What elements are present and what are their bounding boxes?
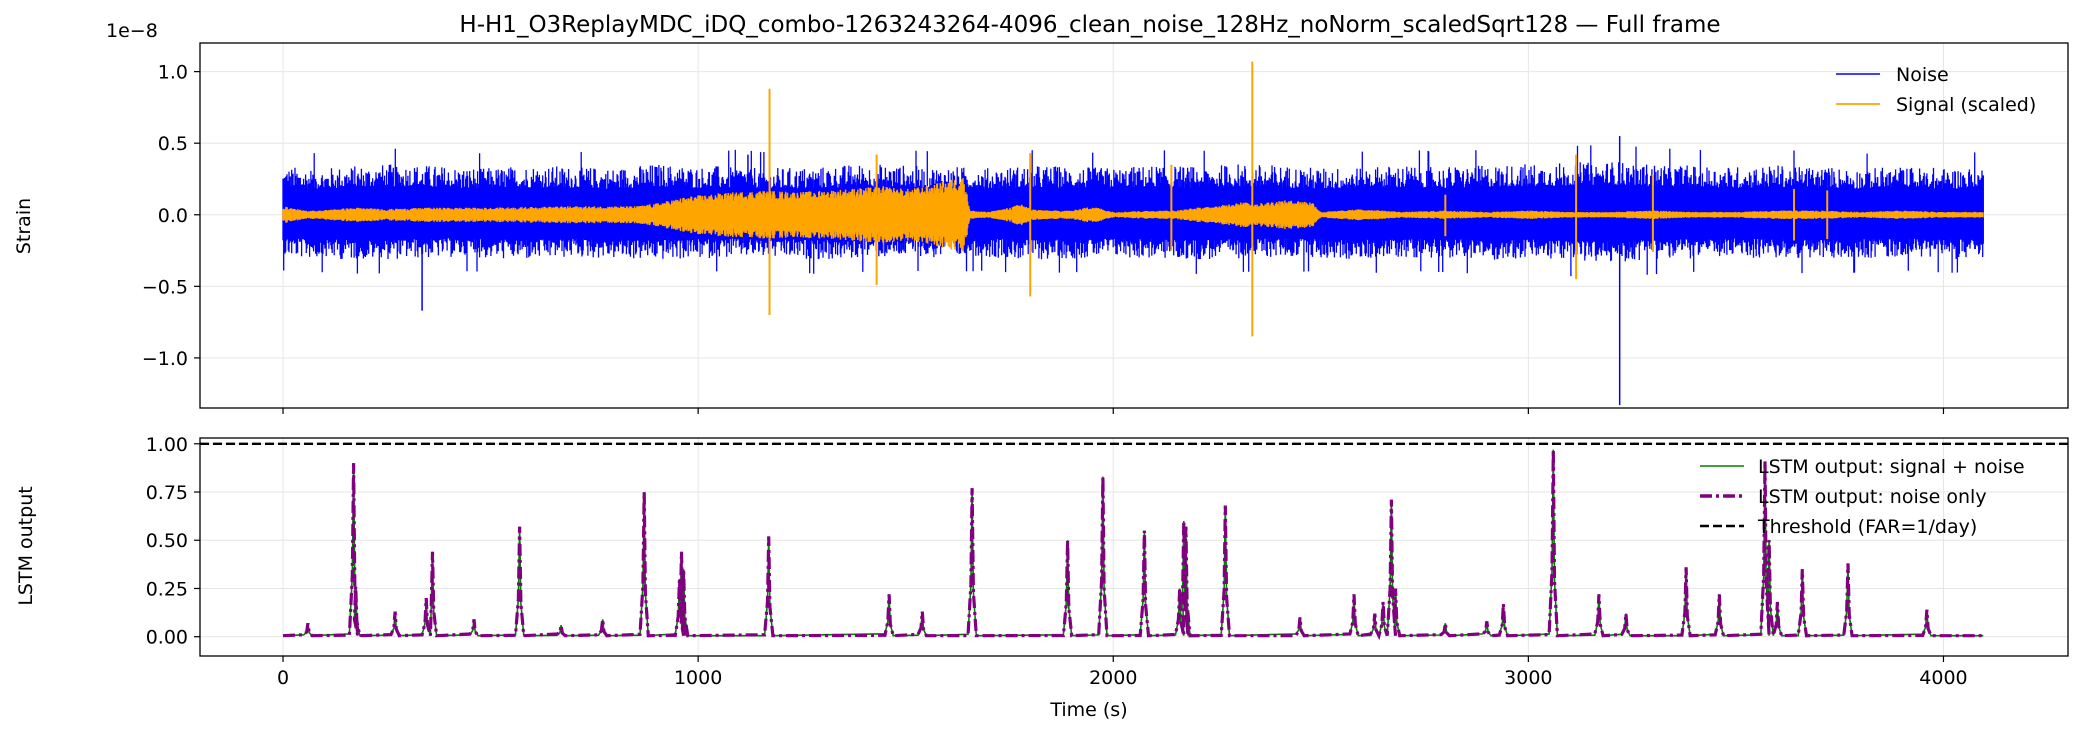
strain-y-ticks: 1.0 0.5 0.0 −0.5 −1.0	[142, 62, 200, 370]
legend-lstm-noise-label: LSTM output: noise only	[1758, 486, 1987, 508]
lstm-y-tick-label: 0.75	[146, 482, 188, 504]
legend-threshold-label: Threshold (FAR=1/day)	[1757, 516, 1977, 538]
strain-y-tick-label: −1.0	[142, 348, 188, 370]
strain-y-tick-label: 0.0	[158, 205, 188, 227]
strain-y-tick-label: 1.0	[158, 62, 188, 84]
lstm-x-tick-label: 4000	[1919, 667, 1967, 689]
lstm-x-tick-label: 3000	[1504, 667, 1552, 689]
strain-y-tick-label: 0.5	[158, 133, 188, 155]
strain-exponent-label: 1e−8	[106, 20, 158, 42]
legend-noise-label: Noise	[1896, 64, 1949, 86]
strain-axes: 1.0 0.5 0.0 −0.5 −1.0 1e−8 Strain Noise Sign…	[13, 20, 2069, 414]
lstm-plot-area	[200, 442, 2068, 641]
strain-legend: Noise Signal (scaled)	[1836, 64, 2036, 116]
legend-signal-label: Signal (scaled)	[1896, 94, 2036, 116]
lstm-x-tick-label: 2000	[1089, 667, 1137, 689]
strain-x-ticks	[282, 408, 1945, 414]
figure-title: H-H1_O3ReplayMDC_iDQ_combo-1263243264-40…	[459, 12, 1720, 38]
lstm-axes: 1.00 0.75 0.50 0.25 0.00 0 1000 2000 3000 4000 T…	[15, 434, 2069, 721]
lstm-legend: LSTM output: signal + noise LSTM output:…	[1700, 456, 2025, 538]
lstm-x-tick-label: 0	[277, 667, 289, 689]
lstm-axes-frame	[199, 437, 2069, 657]
legend-lstm-signal-label: LSTM output: signal + noise	[1758, 456, 2025, 478]
strain-axes-frame	[199, 42, 2069, 409]
lstm-y-ticks: 1.00 0.75 0.50 0.25 0.00	[146, 434, 200, 649]
lstm-y-tick-label: 1.00	[146, 434, 188, 456]
lstm-y-tick-label: 0.50	[146, 530, 188, 552]
lstm-noise-only-line	[282, 449, 1984, 641]
lstm-y-tick-label: 0.00	[146, 627, 188, 649]
lstm-y-label: LSTM output	[15, 486, 37, 605]
strain-y-tick-label: −0.5	[142, 276, 188, 298]
lstm-x-tick-label: 1000	[674, 667, 722, 689]
lstm-x-ticks: 0 1000 2000 3000 4000	[277, 656, 1968, 689]
strain-plot-area	[282, 61, 1984, 406]
lstm-y-tick-label: 0.25	[146, 578, 188, 600]
lstm-x-label: Time (s)	[1049, 699, 1127, 721]
strain-y-label: Strain	[13, 198, 35, 254]
lstm-grid	[200, 438, 2068, 656]
